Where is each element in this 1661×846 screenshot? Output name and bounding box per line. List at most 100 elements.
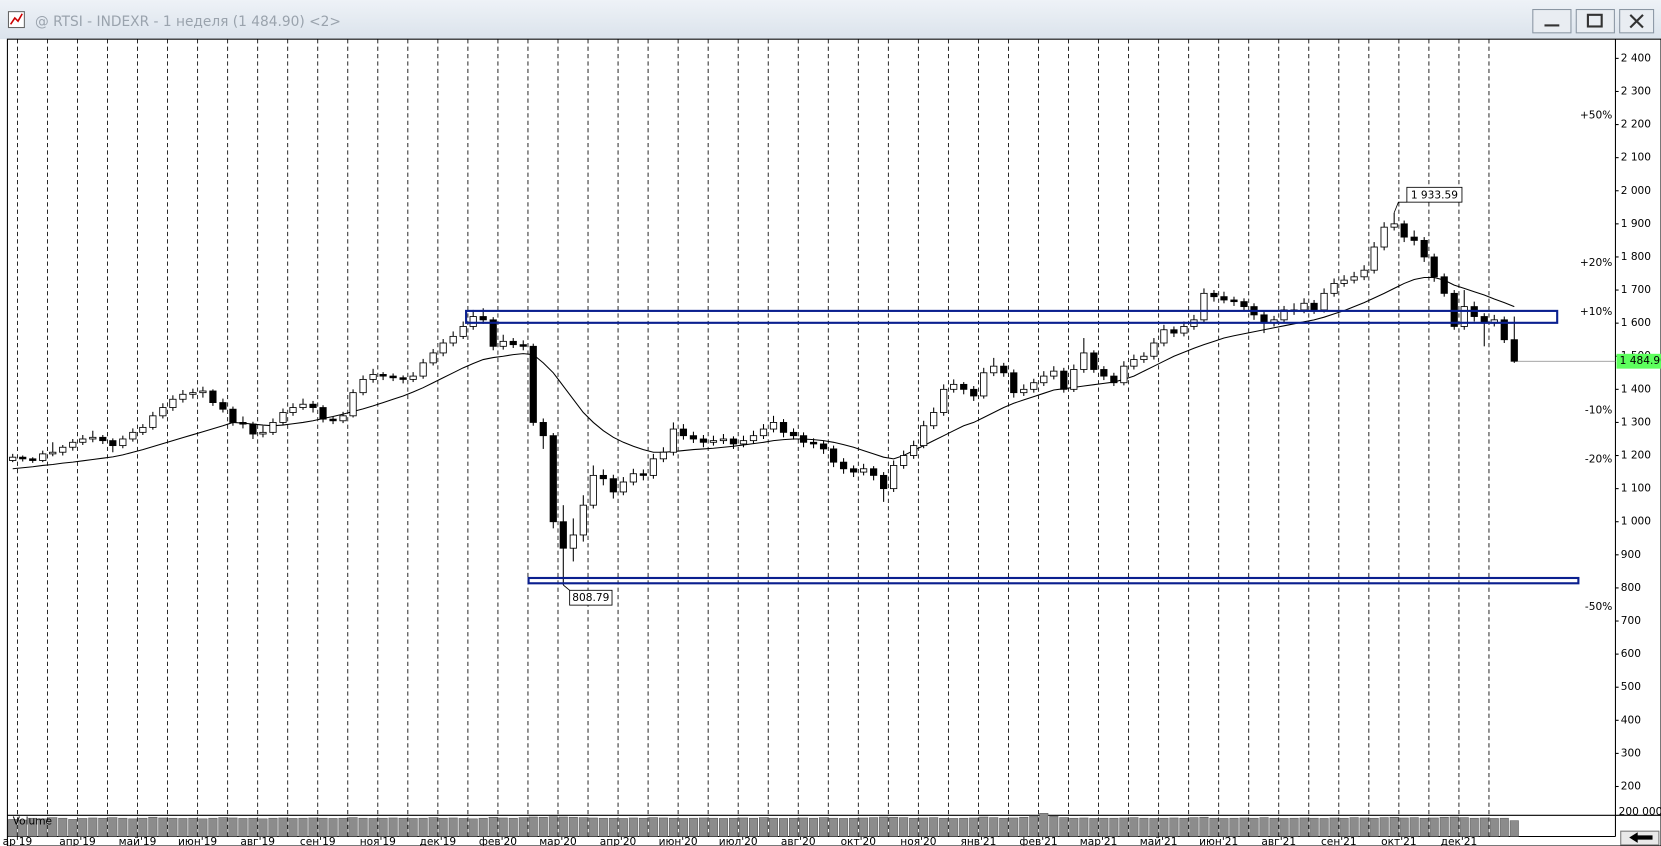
volume-bar — [879, 816, 889, 837]
volume-bar — [128, 818, 138, 837]
candle-body — [930, 412, 938, 427]
x-tick-label: авг'19 — [240, 836, 275, 846]
candle-body — [900, 455, 908, 466]
volume-bar — [298, 817, 308, 837]
candle-body — [689, 435, 698, 440]
candle-body — [1510, 339, 1518, 362]
candle-body — [69, 441, 77, 448]
y-tick-label: 1 300 — [1621, 416, 1652, 428]
candle-body — [259, 431, 267, 435]
x-tick-label: фев'21 — [1019, 836, 1057, 846]
candle-body — [1080, 352, 1088, 370]
candle-body — [1180, 326, 1188, 334]
volume-bar — [228, 817, 238, 837]
volume-bar — [588, 817, 598, 837]
volume-bar — [1449, 816, 1459, 837]
volume-bar — [508, 817, 518, 837]
candle-body — [59, 446, 67, 453]
maximize-button[interactable] — [1575, 9, 1615, 34]
x-tick-label: ноя'19 — [360, 836, 396, 846]
volume-bar — [1459, 817, 1469, 837]
candle-body — [739, 440, 748, 445]
candle-body — [1380, 226, 1388, 248]
candle-body — [679, 428, 688, 437]
volume-bar — [448, 817, 458, 837]
candle-body — [439, 342, 447, 354]
candle-body — [469, 316, 477, 327]
candle-body — [809, 441, 818, 445]
percent-level-label: +10% — [1580, 306, 1612, 318]
x-tick-label: окт'21 — [1381, 836, 1416, 846]
volume-bar — [1279, 818, 1289, 837]
candle-body — [599, 474, 607, 480]
volume-bar — [769, 817, 779, 837]
volume-bar — [598, 817, 608, 837]
candle-body — [89, 436, 97, 440]
volume-bar — [809, 817, 819, 837]
close-button[interactable] — [1619, 9, 1655, 34]
x-tick-label: июн'20 — [659, 836, 698, 846]
volume-bar — [108, 817, 118, 837]
volume-bar — [368, 818, 378, 837]
candle-body — [1210, 292, 1218, 298]
annotation-label: 808.79 — [572, 592, 609, 604]
annotation-leader — [1393, 201, 1407, 213]
candle-body — [1110, 375, 1118, 384]
candle-body — [1410, 236, 1418, 241]
x-tick-label: апр'20 — [600, 836, 637, 846]
x-tick-label: ар'19 — [3, 836, 33, 846]
candle-body — [1230, 299, 1238, 303]
y-tick-label: 900 — [1621, 549, 1641, 561]
volume-bar — [1249, 817, 1259, 837]
candle-body — [349, 392, 357, 417]
candle-body — [1430, 256, 1438, 278]
candle-body — [1370, 246, 1378, 271]
candle-body — [639, 473, 647, 476]
candle-body — [129, 431, 137, 440]
candle-body — [759, 428, 768, 437]
annotation-leader — [563, 584, 570, 591]
volume-bar — [728, 817, 738, 837]
candle-body — [1390, 223, 1398, 228]
volume-bar — [1049, 816, 1059, 837]
scroll-arrow[interactable] — [1620, 830, 1660, 846]
candle-body — [399, 377, 407, 380]
candle-body — [519, 344, 527, 347]
y-tick-label: 800 — [1621, 582, 1641, 594]
volume-bar — [969, 817, 979, 837]
candle-body — [749, 435, 758, 442]
volume-bar — [438, 817, 448, 837]
y-tick-label: 700 — [1621, 615, 1641, 627]
candle-body — [1140, 355, 1148, 360]
candle-body — [629, 473, 637, 483]
volume-bar — [819, 817, 829, 837]
candle-body — [189, 392, 197, 395]
x-tick-label: апр'19 — [59, 836, 95, 846]
volume-bar — [1089, 818, 1099, 837]
volume-bar — [779, 818, 789, 837]
minimize-button[interactable] — [1532, 9, 1572, 34]
candle-body — [179, 393, 187, 400]
y-tick-label: 1 800 — [1621, 251, 1652, 263]
volume-bar — [758, 817, 769, 837]
y-tick-label: 1 600 — [1621, 317, 1652, 329]
volume-bar — [258, 818, 268, 837]
volume-bar — [1369, 817, 1379, 837]
candle-body — [769, 422, 778, 430]
candle-body — [429, 352, 437, 364]
candle-body — [659, 451, 667, 460]
volume-bar — [1109, 817, 1119, 837]
y-tick-label: 400 — [1621, 714, 1641, 726]
candle-body — [539, 422, 547, 437]
volume-bar — [658, 817, 668, 837]
candle-body — [1100, 369, 1108, 377]
candle-body — [709, 440, 718, 443]
volume-bar — [1079, 817, 1089, 837]
volume-bar — [528, 816, 538, 837]
volume-bar — [1239, 817, 1249, 837]
candle-body — [9, 456, 17, 461]
candle-body — [1090, 352, 1098, 370]
volume-bar — [999, 817, 1009, 837]
volume-bar — [989, 817, 999, 837]
